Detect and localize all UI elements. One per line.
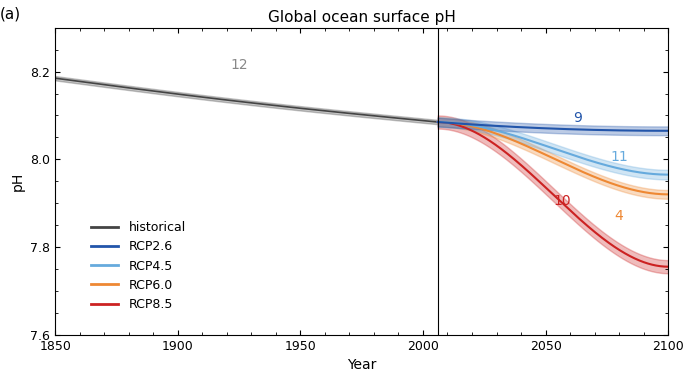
Title: Global ocean surface pH: Global ocean surface pH xyxy=(267,10,455,25)
X-axis label: Year: Year xyxy=(347,358,377,372)
Text: (a): (a) xyxy=(0,7,21,22)
Text: 9: 9 xyxy=(573,111,582,125)
Text: 10: 10 xyxy=(554,194,571,208)
Legend: historical, RCP2.6, RCP4.5, RCP6.0, RCP8.5: historical, RCP2.6, RCP4.5, RCP6.0, RCP8… xyxy=(86,216,191,316)
Y-axis label: pH: pH xyxy=(11,172,25,191)
Text: 12: 12 xyxy=(230,58,248,72)
Text: 11: 11 xyxy=(610,150,628,164)
Text: 4: 4 xyxy=(615,209,623,223)
